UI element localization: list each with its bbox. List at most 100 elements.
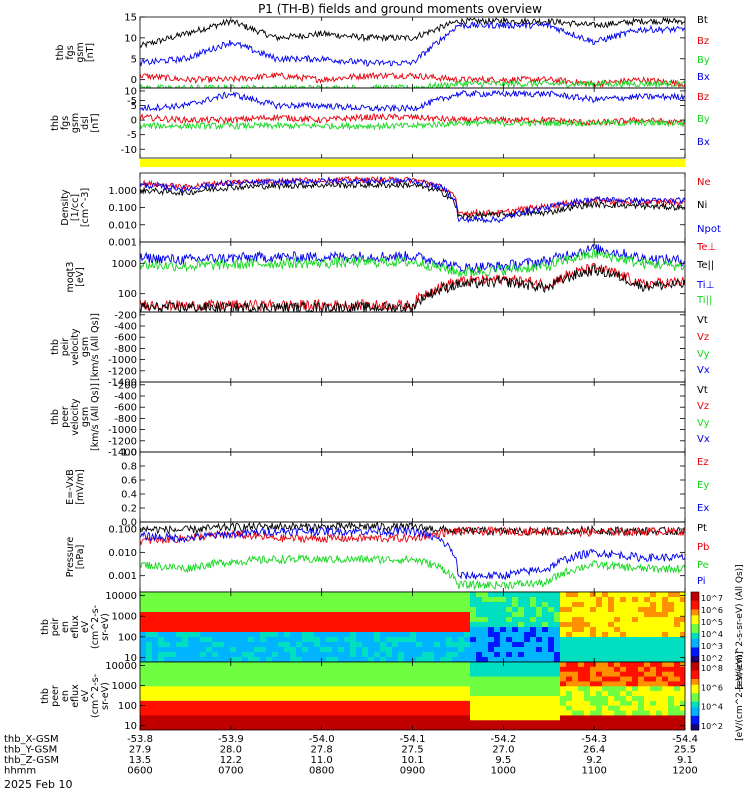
panel-4: Te⊥ Te|| Ti⊥ Ti|| 1000 100 moqt3 [eV] xyxy=(65,241,716,313)
panel-frame xyxy=(139,521,686,593)
series-group-4 xyxy=(140,243,685,312)
y-tick-label: -200 xyxy=(114,310,137,321)
series-line-Te|| xyxy=(140,264,685,312)
y-axis-label: gsm xyxy=(70,113,81,133)
legend-Bz: Bz xyxy=(697,92,709,103)
colorbar-tick: 10^7 xyxy=(701,594,723,603)
y-tick-label: -1400 xyxy=(108,378,137,389)
colorbar-label-2: [eV/(cm^2-s-sr-eV)] xyxy=(735,651,745,741)
y-tick-label: -400 xyxy=(114,392,137,403)
panel-2: Bz By Bx 10 5 0 -5 -10 thb fgs gsm dsl [nT] xyxy=(50,86,710,159)
y-tick-label: 0 xyxy=(131,75,137,86)
y-axis-label: eV xyxy=(80,620,91,633)
y-tick-label: 15 xyxy=(124,13,137,24)
y-tick-label: -600 xyxy=(114,403,137,414)
y-tick-label: -400 xyxy=(114,322,137,333)
y-tick-label: 5 xyxy=(131,101,137,112)
y-axis-label: eflux xyxy=(70,684,81,708)
y-tick-label: 1000 xyxy=(112,612,137,623)
y-tick-label: -200 xyxy=(114,380,137,391)
series-line-Bx xyxy=(140,89,685,113)
y-tick-label: -5 xyxy=(127,96,137,107)
legend-Te⊥: Te⊥ xyxy=(696,242,716,253)
y-tick-label: 10 xyxy=(124,33,137,44)
y-tick-label: 0.010 xyxy=(108,220,137,231)
y-tick-label: 0.010 xyxy=(108,548,137,559)
legend-Pb: Pb xyxy=(697,542,709,553)
legend-Vt: Vt xyxy=(697,385,708,396)
legend-By: By xyxy=(697,55,710,66)
x-row-value: 25.5 xyxy=(674,745,696,756)
y-tick-label: 10000 xyxy=(105,661,137,672)
panel-frame xyxy=(139,241,686,313)
colorbar-tick: 10^2 xyxy=(701,654,723,663)
colorbar-tick: 10^5 xyxy=(701,618,723,627)
x-row-value: 1100 xyxy=(581,766,606,777)
legend-Vz: Vz xyxy=(697,401,709,412)
x-row-value: 9.5 xyxy=(495,755,511,766)
y-axis-label: eflux xyxy=(70,615,81,639)
y-tick-label: 0.6 xyxy=(121,476,137,487)
x-row-value: 27.9 xyxy=(129,745,151,756)
x-row-value: 9.2 xyxy=(586,755,602,766)
panel-8: Pt Pb Pe Pi 0.100 0.010 0.001 Pressure [nPa] xyxy=(65,521,709,593)
legend-Bx: Bx xyxy=(697,137,710,148)
y-axis-label: dsl xyxy=(80,116,91,130)
colorbar-9: 10^7 10^6 10^5 10^4 10^3 10^2 xyxy=(690,591,723,663)
legend-Vx: Vx xyxy=(697,365,710,376)
heatmap-10 xyxy=(140,662,685,730)
y-tick-label: -1000 xyxy=(108,355,137,366)
y-axis-label: moqt3 xyxy=(65,262,76,293)
y-tick-label: 1000 xyxy=(112,681,137,692)
x-row-value: 27.8 xyxy=(311,745,333,756)
series-group-2 xyxy=(140,89,685,131)
y-axis-label: [nPa] xyxy=(75,545,86,570)
legend-Ni: Ni xyxy=(697,200,707,211)
y-axis-label: gsm xyxy=(75,42,86,62)
x-row-value: 12.2 xyxy=(220,755,242,766)
y-axis-label: gsm xyxy=(80,337,91,357)
y-tick-label: -800 xyxy=(114,344,137,355)
colorbar-tick: 10^8 xyxy=(701,664,723,673)
legend-Ez: Ez xyxy=(697,457,709,468)
legend-Vt: Vt xyxy=(697,315,708,326)
x-row-value: 27.0 xyxy=(492,745,514,756)
series-line-Ti|| xyxy=(140,249,685,278)
series-group-3 xyxy=(140,175,685,224)
series-line-Pi xyxy=(140,525,685,581)
y-axis-label: E=-VxB xyxy=(65,469,76,504)
colorbar-tick: 10^6 xyxy=(701,606,723,615)
x-row-label: thb_X-GSM xyxy=(4,734,59,745)
x-row-value: -54.3 xyxy=(581,734,607,745)
y-axis-label: peir xyxy=(50,618,61,637)
legend-Te||: Te|| xyxy=(696,260,714,271)
x-row-value: 26.4 xyxy=(583,745,605,756)
y-axis-label: thb xyxy=(50,339,61,355)
colorbar-tick: 10^2 xyxy=(701,722,723,731)
y-axis-label: Density xyxy=(60,189,71,225)
x-row-value: 0900 xyxy=(400,766,425,777)
y-axis-label: peer xyxy=(50,685,61,707)
x-row-value: 11.0 xyxy=(311,755,333,766)
y-axis-label: thb xyxy=(40,688,51,704)
x-row-value: 1000 xyxy=(491,766,516,777)
y-axis-label: sr-eV) xyxy=(100,682,111,710)
series-line-Ni xyxy=(140,180,685,220)
y-tick-label: 100 xyxy=(118,701,137,712)
x-row-value: -53.8 xyxy=(127,734,153,745)
series-group-8 xyxy=(140,522,685,591)
x-row-value: 13.5 xyxy=(129,755,151,766)
y-axis-label: [nT] xyxy=(85,43,96,62)
x-row-value: 28.0 xyxy=(220,745,242,756)
y-tick-label: 10000 xyxy=(105,591,137,602)
legend-Bx: Bx xyxy=(697,72,710,83)
series-line-Pb xyxy=(140,525,685,545)
legend-Bt: Bt xyxy=(697,15,708,26)
x-row-label: thb_Z-GSM xyxy=(4,755,59,766)
y-tick-label: 10 xyxy=(124,653,137,664)
y-tick-label: 0.100 xyxy=(108,525,137,536)
x-row-label: thb_Y-GSM xyxy=(4,745,57,756)
y-axis-label: velocity xyxy=(70,328,81,366)
